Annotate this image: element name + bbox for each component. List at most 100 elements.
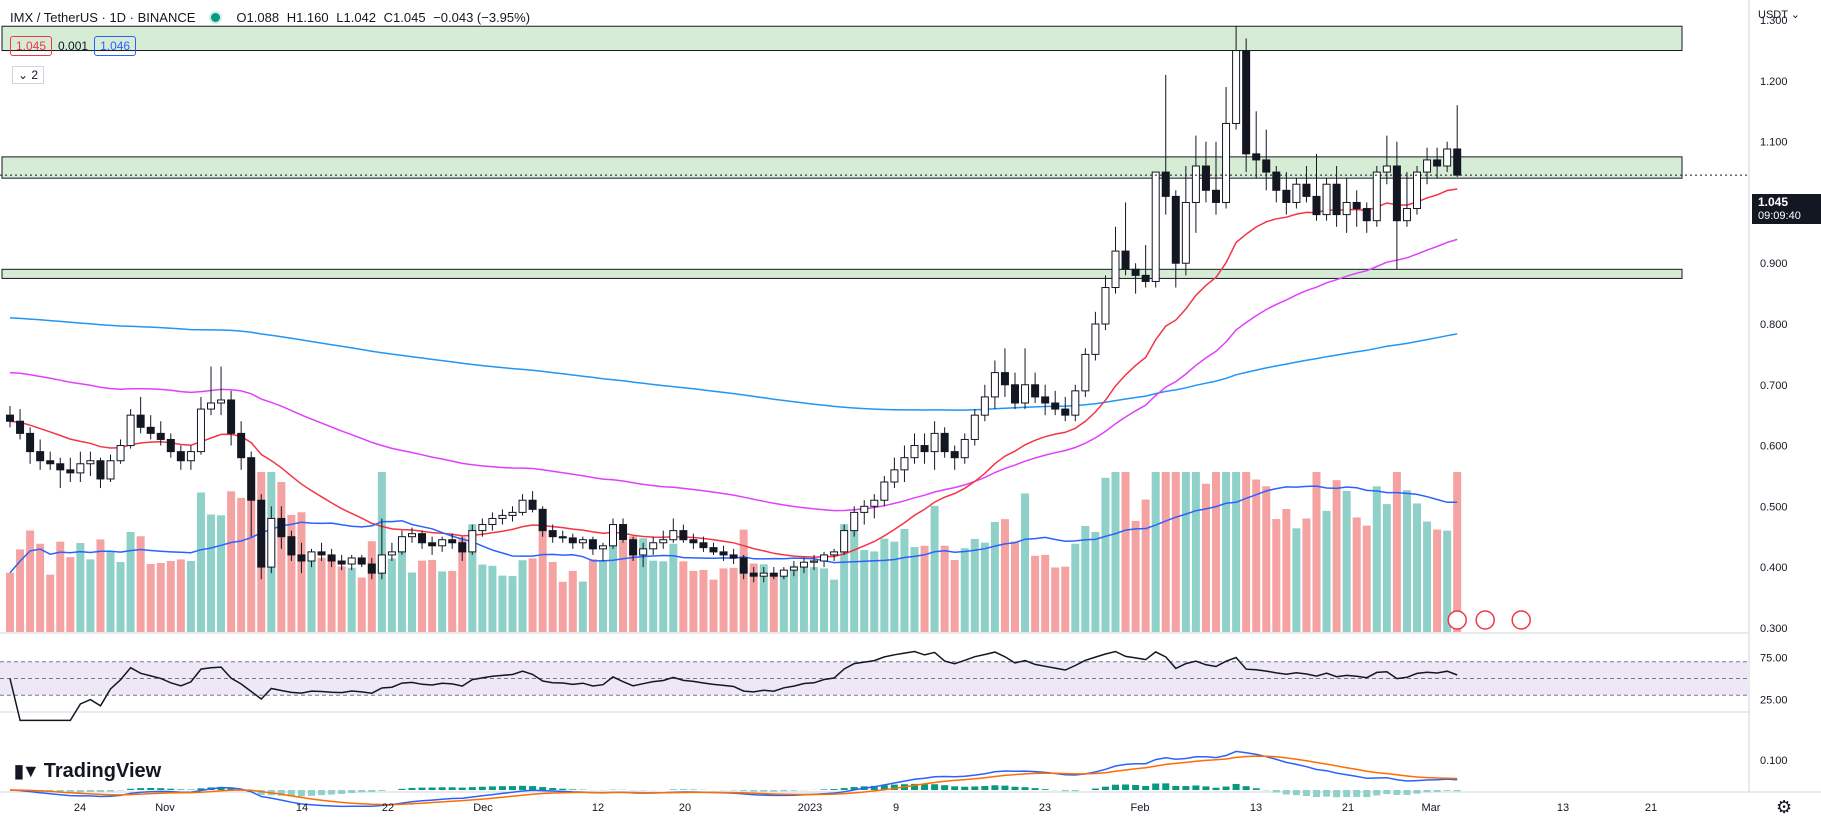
macd-histogram-bar — [167, 789, 174, 790]
volume-bar — [850, 530, 858, 632]
candle-down — [750, 573, 757, 576]
candle-down — [589, 540, 596, 549]
macd-histogram-bar — [348, 790, 355, 793]
volume-bar — [127, 532, 135, 632]
macd-histogram-bar — [1042, 789, 1049, 790]
macd-histogram-bar — [740, 790, 747, 791]
candle-up — [891, 470, 898, 482]
volume-bar — [1453, 472, 1461, 632]
volume-bar — [1132, 521, 1140, 632]
macd-histogram-bar — [951, 786, 958, 790]
candle-down — [17, 421, 24, 433]
candle-down — [57, 464, 64, 470]
candle-down — [1213, 190, 1220, 202]
candle-up — [268, 518, 275, 567]
macd-histogram-bar — [1233, 784, 1240, 790]
ohlc-values: O1.088 H1.160 L1.042 C1.045 −0.043 (−3.9… — [236, 10, 534, 25]
tradingview-logo[interactable]: ▮▼ TradingView — [14, 760, 161, 783]
candle-down — [1303, 184, 1310, 196]
volume-bar — [830, 580, 838, 632]
candle-up — [1223, 123, 1230, 202]
buy-price-button[interactable]: 1.046 — [94, 36, 136, 56]
volume-bar — [1282, 509, 1290, 632]
candle-up — [398, 537, 405, 552]
macd-histogram-bar — [419, 788, 426, 790]
currency-unit-button[interactable]: USDT ⌄ — [1758, 8, 1800, 21]
candle-up — [308, 552, 315, 561]
macd-histogram-bar — [1343, 790, 1350, 797]
volume-bar — [1403, 490, 1411, 632]
indicators-count: 2 — [31, 68, 38, 82]
candle-up — [117, 446, 124, 461]
macd-histogram-bar — [368, 790, 375, 792]
macd-histogram-bar — [1202, 786, 1209, 790]
volume-bar — [1222, 472, 1230, 632]
candle-down — [1263, 160, 1270, 172]
candle-down — [147, 427, 154, 433]
volume-bar — [338, 566, 346, 632]
macd-histogram-bar — [559, 789, 566, 790]
volume-bar — [277, 482, 285, 632]
sell-price-button[interactable]: 1.045 — [10, 36, 52, 56]
volume-bar — [1051, 567, 1059, 632]
volume-bar — [6, 573, 14, 632]
candle-down — [1062, 409, 1069, 415]
macd-histogram-bar — [549, 788, 556, 790]
candle-up — [790, 567, 797, 570]
candle-down — [248, 458, 255, 501]
volume-bar — [488, 566, 496, 632]
volume-bar — [559, 582, 567, 632]
volume-bar — [1162, 472, 1170, 632]
time-tick-label: 13 — [1250, 802, 1262, 814]
candle-down — [1162, 172, 1169, 196]
candle-up — [861, 506, 868, 512]
candle-up — [208, 403, 215, 409]
time-tick-label: Feb — [1131, 802, 1150, 814]
candle-down — [770, 573, 777, 576]
volume-bar — [941, 546, 949, 632]
macd-histogram-bar — [1132, 785, 1139, 790]
candle-down — [419, 534, 426, 543]
candle-up — [1092, 324, 1099, 354]
volume-bar — [428, 560, 436, 632]
volume-bar — [1091, 532, 1099, 632]
economic-event-icon — [1448, 611, 1466, 629]
candle-up — [650, 543, 657, 549]
macd-histogram-bar — [328, 790, 335, 795]
volume-bar — [589, 559, 597, 632]
macd-histogram-bar — [569, 789, 576, 790]
gear-icon[interactable]: ⚙ — [1776, 797, 1792, 818]
macd-histogram-bar — [378, 790, 385, 791]
macd-histogram-bar — [961, 787, 968, 790]
candle-up — [911, 446, 918, 458]
low-value: L1.042 — [336, 10, 376, 25]
macd-histogram-bar — [127, 789, 134, 790]
close-value: C1.045 — [384, 10, 426, 25]
macd-histogram-bar — [1092, 789, 1099, 790]
indicators-collapse-button[interactable]: ⌄ 2 — [12, 66, 44, 84]
symbol-title[interactable]: IMX / TetherUS · 1D · BINANCE — [10, 10, 195, 25]
candle-up — [519, 500, 526, 512]
price-tick-label: 0.600 — [1760, 441, 1788, 453]
macd-histogram-bar — [1162, 783, 1169, 790]
time-tick-label: 21 — [1342, 802, 1354, 814]
macd-histogram-bar — [157, 788, 164, 790]
time-tick-label: 20 — [679, 802, 691, 814]
macd-histogram-bar — [730, 790, 737, 791]
volume-bar — [1373, 486, 1381, 632]
candle-down — [1032, 385, 1039, 397]
time-tick-label: 12 — [592, 802, 604, 814]
macd-histogram-bar — [750, 790, 757, 791]
candle-up — [800, 562, 807, 567]
candle-up — [670, 531, 677, 540]
candle-down — [157, 433, 164, 439]
macd-histogram-bar — [147, 788, 154, 790]
macd-histogram-bar — [1102, 787, 1109, 790]
volume-bar — [1212, 472, 1220, 632]
candle-down — [1283, 190, 1290, 202]
macd-histogram-bar — [1273, 790, 1280, 793]
candle-down — [67, 470, 74, 473]
macd-histogram-bar — [1112, 785, 1119, 790]
